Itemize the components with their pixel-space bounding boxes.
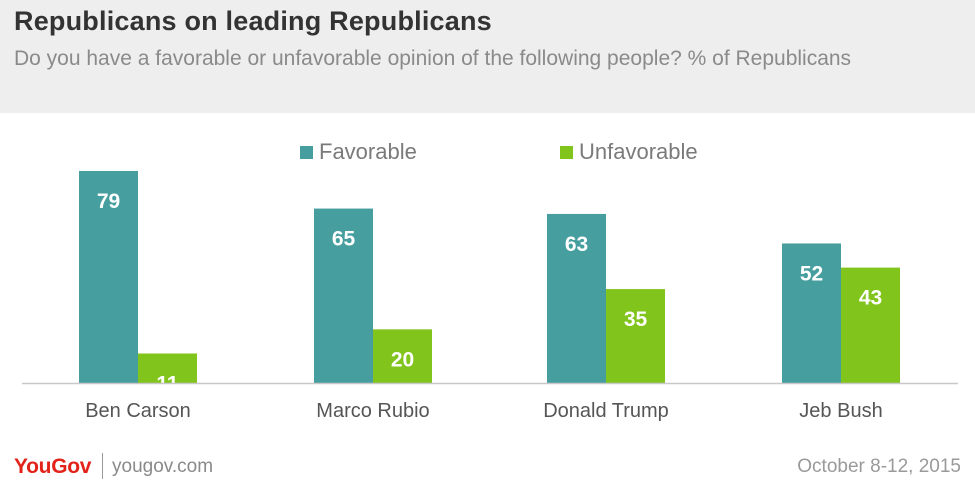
- bar-unfavorable-marco-rubio: [373, 329, 432, 383]
- data-label-unfavorable-marco-rubio: 20: [391, 348, 414, 371]
- footer-divider: [102, 453, 103, 479]
- data-label-favorable-ben-carson: 79: [97, 190, 120, 213]
- chart-subtitle: Do you have a favorable or unfavorable o…: [14, 47, 852, 70]
- bar-favorable-ben-carson: [79, 171, 138, 383]
- bar-unfavorable-ben-carson: [138, 353, 197, 383]
- legend-item-unfavorable: Unfavorable: [560, 139, 698, 165]
- bar-favorable-donald-trump: [547, 213, 606, 383]
- category-label-ben-carson: Ben Carson: [85, 400, 191, 422]
- category-label-donald-trump: Donald Trump: [543, 400, 669, 422]
- bar-favorable-jeb-bush: [782, 243, 841, 383]
- data-label-favorable-marco-rubio: 65: [332, 228, 356, 251]
- data-label-unfavorable-donald-trump: 35: [624, 308, 648, 331]
- legend-label-unfavorable: Unfavorable: [579, 139, 698, 164]
- bar-unfavorable-donald-trump: [606, 289, 665, 383]
- data-label-favorable-jeb-bush: 52: [800, 262, 823, 285]
- legend-label-favorable: Favorable: [319, 139, 417, 164]
- footer-url: yougov.com: [112, 456, 214, 477]
- bar-favorable-marco-rubio: [314, 208, 373, 383]
- chart-title: Republicans on leading Republicans: [14, 6, 492, 36]
- survey-date: October 8-12, 2015: [797, 456, 961, 477]
- category-label-jeb-bush: Jeb Bush: [799, 400, 882, 422]
- chart-header: Republicans on leading Republicans Do yo…: [0, 0, 975, 113]
- data-label-favorable-donald-trump: 63: [565, 233, 588, 256]
- chart-legend: Favorable Unfavorable: [0, 139, 975, 165]
- data-label-unfavorable-jeb-bush: 43: [859, 287, 882, 310]
- category-label-marco-rubio: Marco Rubio: [316, 400, 429, 422]
- legend-swatch-unfavorable: [560, 145, 573, 159]
- legend-swatch-favorable: [300, 145, 313, 159]
- bar-unfavorable-jeb-bush: [841, 267, 900, 383]
- legend-item-favorable: Favorable: [300, 139, 417, 165]
- yougov-logo: YouGov: [14, 455, 92, 478]
